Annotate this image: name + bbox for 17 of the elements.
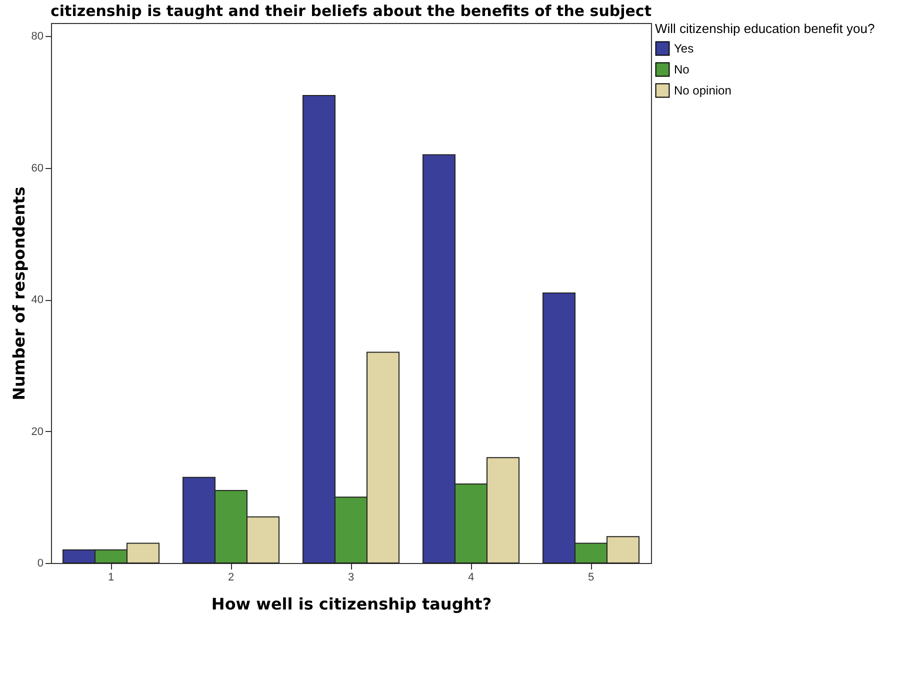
chart-title: citizenship is taught and their beliefs about the benefits of the subject (50, 2, 652, 20)
x-axis-title: How well is citizenship taught? (211, 594, 492, 614)
legend-title: Will citizenship education benefit you? (655, 21, 875, 36)
legend-label: No (674, 62, 690, 76)
x-tick-label: 1 (108, 572, 114, 584)
x-tick-label: 4 (468, 572, 474, 584)
y-tick-label: 0 (37, 558, 44, 570)
legend-label: No opinion (674, 84, 732, 98)
y-tick-label: 20 (31, 426, 44, 438)
y-tick-label: 40 (31, 294, 44, 306)
x-tick-label: 5 (588, 572, 594, 584)
y-tick-label: 80 (31, 30, 44, 43)
y-axis-title: Number of respondents (9, 186, 28, 400)
x-tick-label: 3 (348, 572, 354, 584)
legend-label: Yes (674, 42, 694, 56)
y-tick-label: 60 (31, 162, 44, 174)
x-tick-label: 2 (228, 572, 234, 584)
